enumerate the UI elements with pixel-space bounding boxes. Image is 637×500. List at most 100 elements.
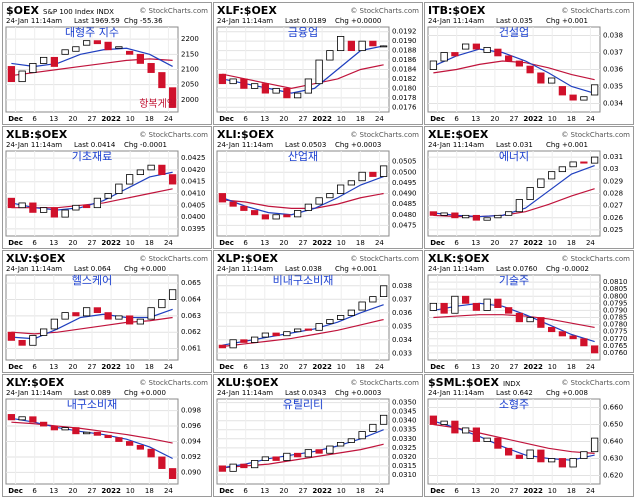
y-tick-label: 0.094 — [181, 438, 202, 446]
x-tick-label: 20 — [279, 363, 288, 371]
candle — [315, 449, 323, 454]
x-tick-label: 24 — [164, 239, 173, 247]
x-tick-label: 18 — [356, 115, 365, 123]
candle — [379, 285, 388, 297]
chart-title: $SML:$OEX — [428, 376, 499, 389]
x-tick-label: 2022 — [523, 115, 543, 123]
y-tick-label: 0.0190 — [392, 37, 417, 45]
ma-fast — [11, 417, 173, 460]
candle — [50, 56, 59, 67]
candle — [515, 312, 524, 323]
chg: Chg +0.008 — [546, 389, 588, 397]
candle — [136, 169, 144, 176]
candle — [326, 445, 334, 454]
x-tick-label: 13 — [49, 115, 58, 123]
y-tick-label: 0.0505 — [392, 158, 417, 166]
candle — [494, 214, 502, 219]
candle — [580, 161, 588, 164]
date: 24-Jan 11:14am — [217, 141, 273, 149]
candle — [7, 414, 15, 421]
y-tick-label: 0.0425 — [181, 154, 206, 162]
candle — [451, 212, 459, 219]
chart-panel: XLU:$OEX © StockCharts.com 24-Jan 11:14am L… — [213, 374, 423, 497]
candle — [505, 447, 513, 456]
chart-panel: ITB:$OEX © StockCharts.com 24-Jan 11:14am L… — [424, 2, 634, 125]
candle — [580, 96, 588, 101]
y-tick-label: 0.0500 — [392, 168, 417, 176]
candle — [537, 178, 545, 188]
watermark: © StockCharts.com — [139, 255, 208, 263]
chart-title: $OEX — [6, 4, 40, 17]
candle — [40, 207, 48, 213]
x-tick-label: 27 — [299, 487, 308, 495]
candle — [283, 87, 291, 99]
candle — [515, 199, 524, 213]
candle — [7, 197, 15, 209]
y-tick-label: 0.037 — [392, 295, 412, 303]
candle — [358, 171, 366, 182]
sector-label: 내구소비재 — [67, 398, 118, 411]
watermark: © StockCharts.com — [561, 7, 630, 15]
candle — [358, 40, 366, 52]
candle — [537, 72, 545, 84]
x-tick-label: 20 — [490, 239, 499, 247]
y-tick-label: 0.640 — [603, 438, 623, 446]
x-tick-label: 24 — [375, 115, 384, 123]
sector-label: 기초재료 — [72, 150, 112, 163]
last: Last 0.031 — [496, 141, 533, 149]
candle — [251, 83, 259, 89]
candle — [272, 214, 280, 220]
candle — [229, 78, 237, 85]
ma-fast — [222, 45, 384, 94]
x-tick-label: 10 — [126, 363, 135, 371]
watermark: © StockCharts.com — [350, 7, 419, 15]
candle — [240, 205, 248, 211]
x-tick-label: 6 — [32, 115, 37, 123]
chg: Chg -0.0002 — [546, 265, 589, 273]
y-tick-label: 0.027 — [603, 202, 623, 210]
x-tick-label: 20 — [279, 239, 288, 247]
candle — [526, 449, 534, 459]
candle — [472, 427, 481, 442]
x-tick-label: 18 — [567, 487, 576, 495]
y-tick-label: 2100 — [181, 66, 199, 74]
date: 24-Jan 11:14am — [217, 17, 273, 25]
x-tick-label: 2022 — [523, 363, 543, 371]
date: 24-Jan 11:14am — [217, 389, 273, 397]
ma-fast — [433, 302, 595, 343]
candle — [50, 425, 59, 431]
candle — [261, 456, 270, 461]
candle — [326, 50, 334, 61]
x-tick-label: 6 — [32, 363, 37, 371]
candle — [115, 46, 123, 49]
y-tick-label: 0.038 — [603, 32, 623, 40]
y-tick-label: 0.064 — [181, 296, 202, 304]
candle — [93, 197, 102, 209]
candle — [515, 454, 524, 459]
x-tick-label: 20 — [68, 115, 77, 123]
x-tick-label: Dec — [430, 363, 445, 371]
candle — [168, 468, 177, 479]
chart-panel: XLY:$OEX © StockCharts.com 24-Jan 11:14am L… — [2, 374, 212, 497]
x-tick-label: 2022 — [523, 239, 543, 247]
candle — [18, 70, 26, 83]
date: 24-Jan 11:14am — [6, 17, 62, 25]
x-tick-label: 13 — [471, 487, 480, 495]
candle — [251, 210, 259, 216]
candle — [472, 43, 481, 50]
chart-title: XLV:$OEX — [6, 252, 66, 265]
x-tick-label: 10 — [548, 115, 557, 123]
candle — [115, 183, 123, 194]
candle — [283, 331, 291, 337]
x-tick-label: 10 — [126, 239, 135, 247]
x-tick-label: 27 — [88, 239, 97, 247]
x-tick-label: 10 — [337, 115, 346, 123]
chart-title: XLU:$OEX — [217, 376, 279, 389]
x-tick-label: 27 — [88, 487, 97, 495]
y-tick-label: 0.0176 — [392, 103, 417, 111]
candle — [272, 87, 280, 94]
y-tick-label: 2050 — [181, 81, 199, 89]
candle — [72, 46, 80, 52]
x-tick-label: 6 — [454, 239, 459, 247]
ma-slow — [222, 64, 384, 90]
